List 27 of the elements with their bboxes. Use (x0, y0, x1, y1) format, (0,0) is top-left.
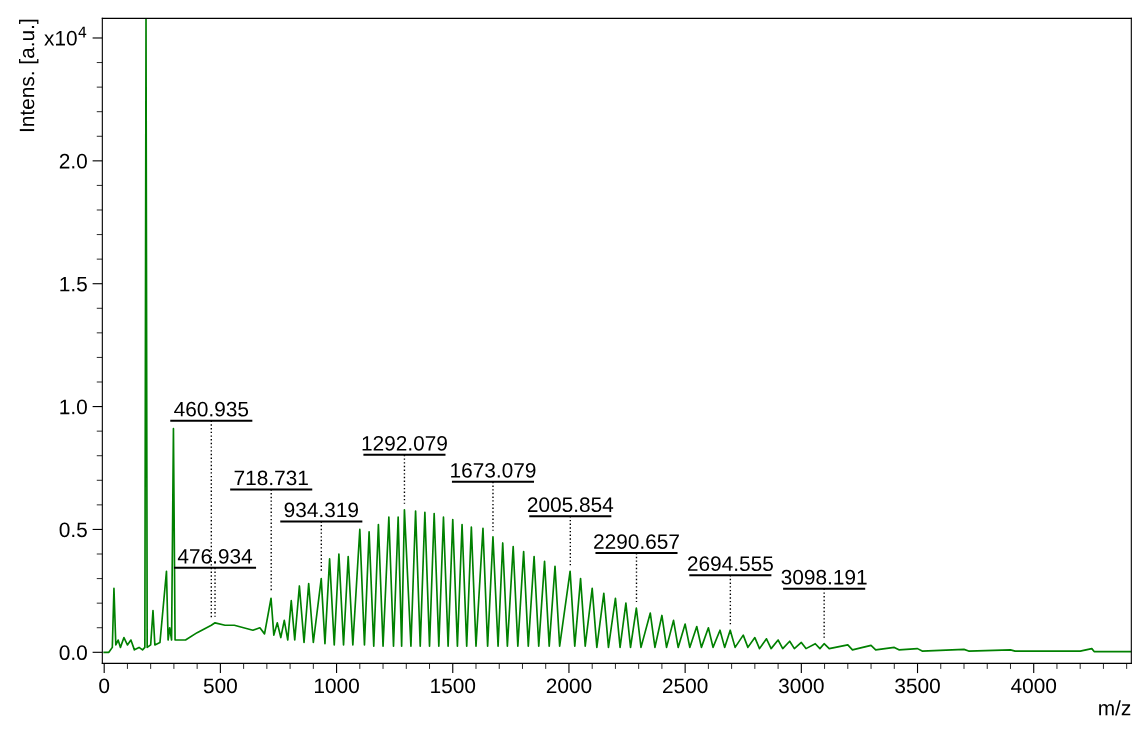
annotation: 718.731 (234, 470, 308, 486)
y-tick-label: 0.0 (59, 645, 87, 661)
annotation: 2694.555 (687, 556, 773, 572)
x-tick-label: 3500 (895, 678, 940, 694)
annotation: 476.934 (177, 548, 253, 564)
x-tick-label: 1500 (431, 678, 476, 694)
x-tick-label: 2000 (546, 678, 592, 694)
y-tick-label: 1.0 (60, 399, 87, 415)
annotation: 460.935 (174, 401, 249, 417)
y-tick-label: 1.5 (60, 276, 87, 292)
x-axis-title: m/z (1099, 700, 1131, 716)
x-tick-label: 500 (203, 678, 237, 694)
annotation: 934.319 (284, 502, 358, 518)
y-tick-label: 2.0 (59, 153, 87, 169)
x-tick-label: 1000 (314, 678, 359, 694)
y-tick-label: x10$^{4}$ (44, 26, 87, 46)
annotation: 3098.191 (781, 569, 867, 585)
x-tick-label: 2500 (663, 678, 708, 694)
y-axis-title: Intens. [a.u.] (19, 19, 39, 132)
annotation: 1673.079 (451, 462, 536, 478)
annotation: 1292.079 (362, 435, 447, 451)
x-tick-label: 0 (99, 678, 110, 694)
annotation: 2005.854 (527, 497, 614, 513)
annotation: 2290.657 (594, 534, 679, 549)
y-tick-label: 0.5 (59, 522, 87, 538)
x-tick-label: 3000 (778, 678, 824, 694)
x-tick-label: 4000 (1011, 678, 1057, 694)
